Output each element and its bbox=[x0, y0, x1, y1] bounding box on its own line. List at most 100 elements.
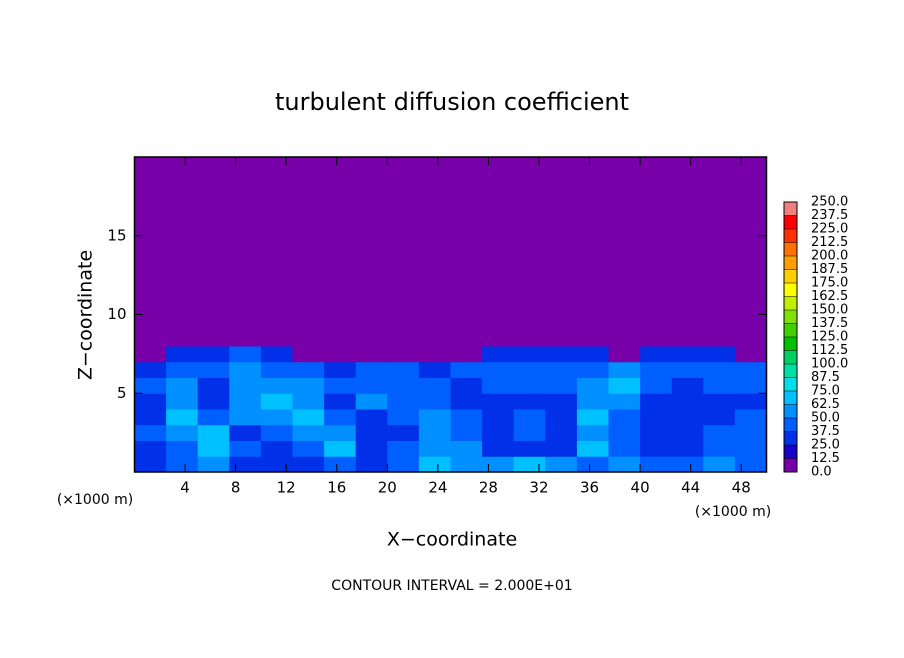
field-cell bbox=[134, 456, 167, 473]
field-cell bbox=[513, 424, 546, 441]
colorbar-swatch bbox=[784, 458, 797, 472]
field-cell bbox=[324, 409, 357, 426]
field-cell bbox=[166, 377, 199, 394]
field-cell bbox=[734, 377, 767, 394]
field-cell bbox=[450, 393, 483, 410]
field-cell bbox=[513, 409, 546, 426]
field-cell bbox=[355, 440, 388, 457]
field-cell bbox=[640, 440, 673, 457]
colorbar-swatch bbox=[784, 269, 797, 283]
field-cell bbox=[134, 346, 167, 363]
colorbar-label: 37.5 bbox=[811, 424, 840, 439]
field-cell bbox=[545, 409, 578, 426]
field-cell bbox=[576, 157, 609, 347]
field-cell bbox=[482, 346, 515, 363]
field-cell bbox=[355, 456, 388, 473]
field-cell bbox=[260, 361, 293, 378]
field-cell bbox=[355, 346, 388, 363]
field-cell bbox=[418, 346, 451, 363]
field-cell bbox=[324, 393, 357, 410]
field-cell bbox=[545, 424, 578, 441]
field-cell bbox=[545, 440, 578, 457]
field-cell bbox=[292, 377, 325, 394]
colorbar-label: 225.0 bbox=[811, 222, 848, 237]
field-cell bbox=[450, 456, 483, 473]
x-tick-label: 4 bbox=[180, 479, 190, 497]
field-cell bbox=[134, 361, 167, 378]
field-cell bbox=[292, 456, 325, 473]
field-cell bbox=[166, 346, 199, 363]
field-cell bbox=[229, 409, 262, 426]
colorbar-label: 237.5 bbox=[811, 208, 848, 223]
field-cell bbox=[734, 393, 767, 410]
field-cell bbox=[260, 393, 293, 410]
field-cell bbox=[292, 440, 325, 457]
field-cell bbox=[197, 346, 230, 363]
x-tick-label: 28 bbox=[479, 479, 498, 497]
field-cell bbox=[545, 157, 578, 347]
field-cell bbox=[671, 393, 704, 410]
field-cell bbox=[513, 393, 546, 410]
field-cell bbox=[482, 361, 515, 378]
field-cell bbox=[513, 377, 546, 394]
y-tick-label: 15 bbox=[107, 226, 126, 244]
field-cell bbox=[197, 409, 230, 426]
field-cell bbox=[450, 346, 483, 363]
colorbar-swatch bbox=[784, 215, 797, 229]
colorbar-swatch bbox=[784, 202, 797, 216]
field-cell bbox=[482, 424, 515, 441]
field-cell bbox=[576, 393, 609, 410]
field-cell bbox=[387, 377, 420, 394]
colorbar-swatch bbox=[784, 418, 797, 432]
field-cell bbox=[292, 393, 325, 410]
x-axis-label: X−coordinate bbox=[387, 529, 517, 551]
field-cell bbox=[734, 440, 767, 457]
field-cell bbox=[576, 409, 609, 426]
field-cell bbox=[734, 361, 767, 378]
field-cell bbox=[482, 393, 515, 410]
field-cell bbox=[324, 377, 357, 394]
field-cell bbox=[482, 456, 515, 473]
field-cell bbox=[671, 440, 704, 457]
field-cell bbox=[292, 409, 325, 426]
colorbar-label: 162.5 bbox=[811, 289, 848, 304]
field-cell bbox=[355, 377, 388, 394]
field-cell bbox=[640, 377, 673, 394]
colorbar-label: 175.0 bbox=[811, 276, 848, 291]
field-cell bbox=[292, 361, 325, 378]
field-cell bbox=[197, 424, 230, 441]
field-cell bbox=[229, 157, 262, 347]
field-cell bbox=[545, 361, 578, 378]
field-cell bbox=[229, 346, 262, 363]
field-cell bbox=[229, 440, 262, 457]
field-cell bbox=[608, 377, 641, 394]
field-cell bbox=[229, 393, 262, 410]
colorbar-label: 0.0 bbox=[811, 465, 832, 480]
field-cell bbox=[640, 424, 673, 441]
field-cell bbox=[418, 424, 451, 441]
field-cell bbox=[640, 456, 673, 473]
field-cell bbox=[387, 424, 420, 441]
x-tick-label: 16 bbox=[327, 479, 346, 497]
colorbar-label: 62.5 bbox=[811, 397, 840, 412]
x-tick-label: 24 bbox=[428, 479, 447, 497]
field-cell bbox=[734, 346, 767, 363]
field-cell bbox=[450, 377, 483, 394]
colorbar-label: 150.0 bbox=[811, 303, 848, 318]
field-cell bbox=[482, 377, 515, 394]
field-cell bbox=[292, 157, 325, 347]
x-tick-label: 48 bbox=[732, 479, 751, 497]
field-cell bbox=[576, 440, 609, 457]
colorbar-label: 75.0 bbox=[811, 384, 840, 399]
colorbar-label: 200.0 bbox=[811, 249, 848, 264]
colorbar-label: 250.0 bbox=[811, 195, 848, 210]
field-cell bbox=[482, 157, 515, 347]
field-cell bbox=[134, 409, 167, 426]
field-cell bbox=[166, 393, 199, 410]
colorbar-label: 137.5 bbox=[811, 316, 848, 331]
field-cell bbox=[703, 424, 736, 441]
field-cell bbox=[197, 456, 230, 473]
field-cell bbox=[166, 424, 199, 441]
field-cell bbox=[324, 440, 357, 457]
field-cell bbox=[260, 377, 293, 394]
